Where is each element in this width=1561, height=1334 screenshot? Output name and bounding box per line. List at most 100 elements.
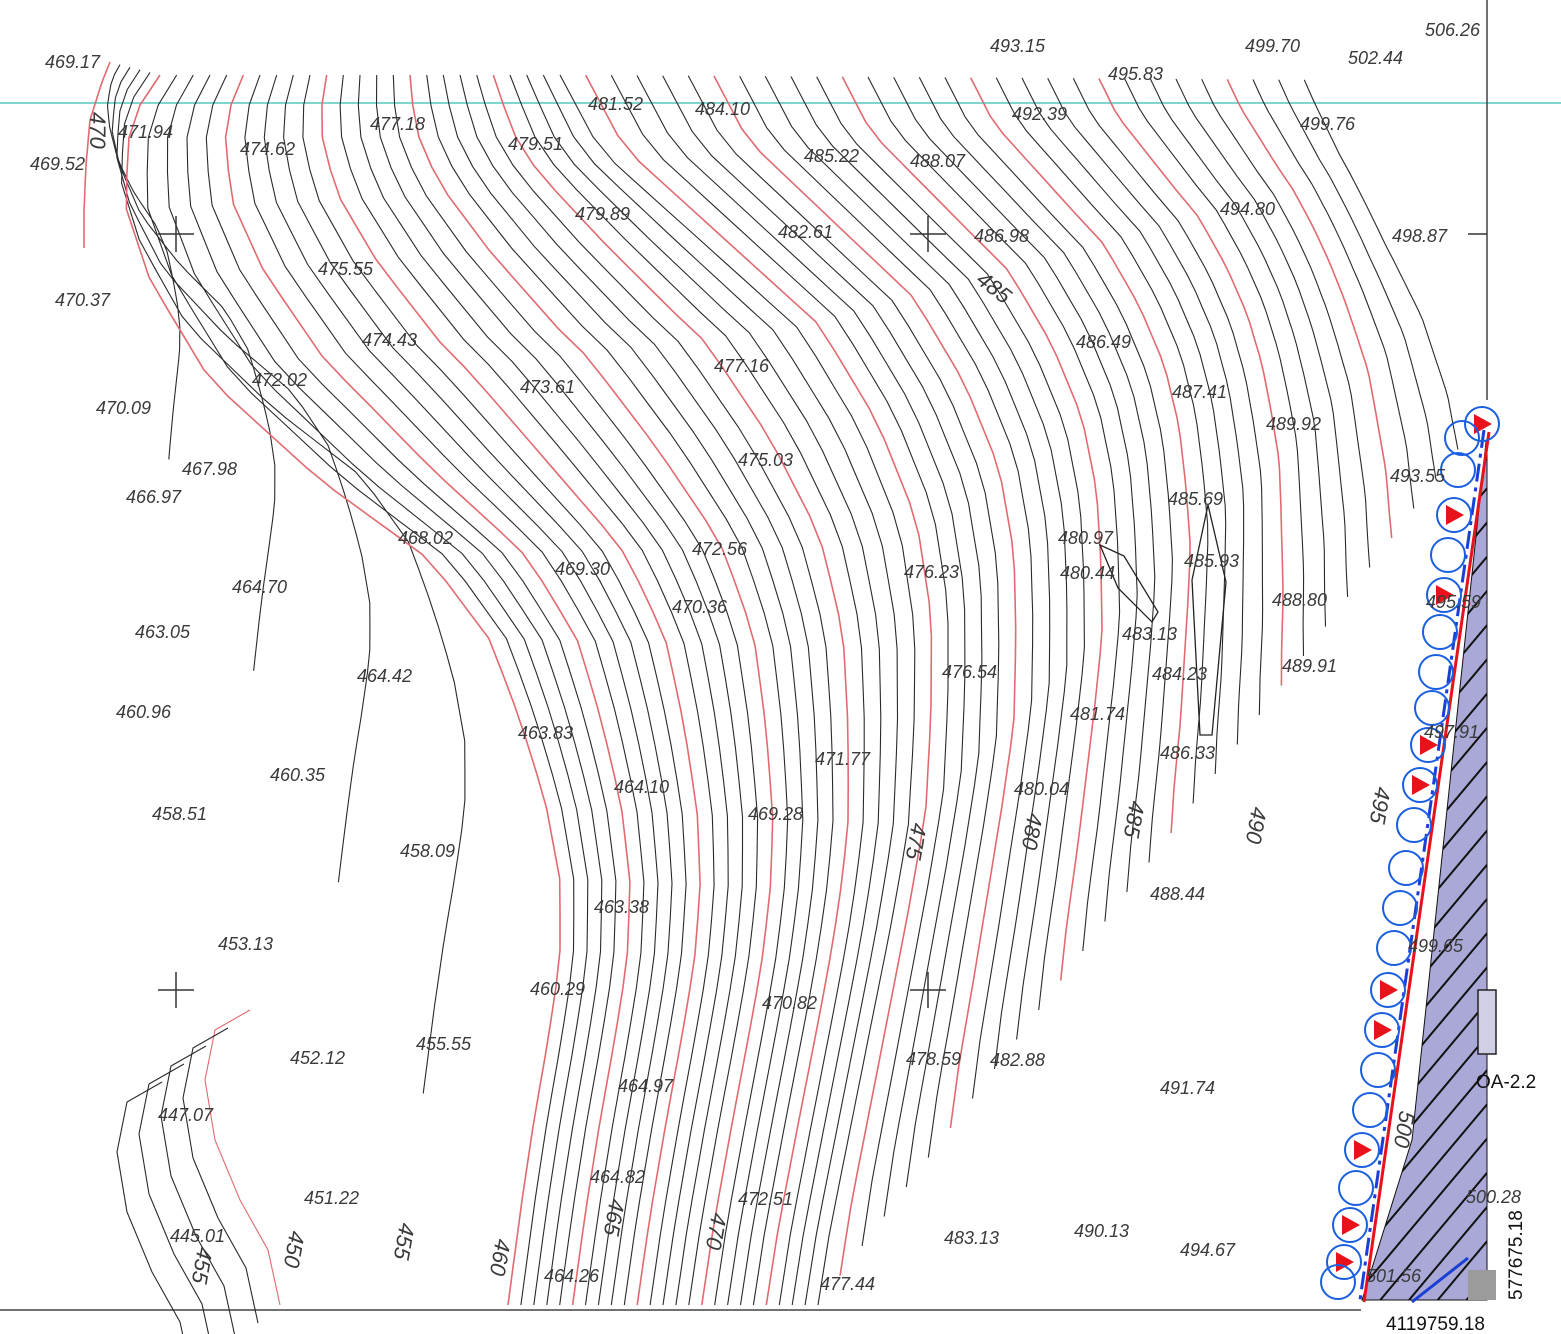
spot-height-label: 460.96: [116, 702, 172, 722]
contour-value-label: 485: [1119, 799, 1150, 840]
boundary-marker-flag: [1474, 414, 1492, 434]
contour-value-label: 485: [972, 266, 1017, 309]
contour-line: [1278, 79, 1437, 480]
contour-line: [121, 72, 466, 1094]
contour-value-label: 470: [85, 112, 110, 149]
parcel-building: [1477, 989, 1497, 1055]
spot-height-label: 506.26: [1425, 20, 1481, 40]
spot-height-label: 475.03: [738, 450, 793, 470]
spot-height-label: 464.26: [544, 1266, 600, 1286]
contour-line: [106, 64, 181, 460]
boundary-blue-corner: [1411, 1256, 1469, 1304]
contour-line: [263, 74, 659, 1306]
spot-height-label: 491.74: [1160, 1078, 1215, 1098]
spot-height-label: 470.09: [96, 398, 151, 418]
contour-line: [442, 74, 804, 1306]
contour-line: [841, 76, 1103, 981]
contour-value-label: 475: [901, 821, 932, 862]
spot-height-label: 482.61: [778, 222, 833, 242]
spot-height-label: 480.04: [1014, 779, 1069, 799]
contour-line: [182, 1027, 259, 1324]
spot-height-label: 469.28: [748, 804, 803, 824]
spot-height-label: 493.15: [990, 36, 1046, 56]
contour-line: [375, 74, 744, 1306]
spot-height-label-parcel: 495.59: [1426, 592, 1481, 612]
contour-line: [526, 74, 882, 1306]
contour-line: [321, 74, 701, 1306]
contour-line: [205, 74, 617, 1306]
spot-height-label: 472.51: [738, 1189, 793, 1209]
boundary-marker-circle: [1418, 654, 1454, 690]
spot-height-label: 476.23: [904, 562, 959, 582]
boundary-marker-circle: [1396, 807, 1432, 843]
contour-line: [1072, 78, 1264, 716]
contour-line: [1303, 79, 1459, 450]
contour-line: [492, 74, 850, 1306]
contour-value-label: 490: [1241, 805, 1272, 846]
contour-line: [459, 74, 819, 1306]
coordinate-y: 577675.18: [1506, 1210, 1527, 1300]
contour-line: [713, 75, 1017, 1129]
boundary-marker-circle: [1422, 614, 1458, 650]
contour-line: [476, 74, 834, 1306]
contour-line: [166, 74, 589, 1306]
boundary-blue: [1358, 429, 1486, 1301]
spot-height-label: 483.13: [944, 1228, 999, 1248]
contour-line: [610, 75, 949, 1247]
spot-height-label: 460.35: [270, 765, 326, 785]
spot-height-label: 458.51: [152, 804, 207, 824]
boundary-marker-circle: [1344, 1132, 1380, 1168]
contour-line: [918, 77, 1156, 893]
contour-line: [1124, 78, 1305, 657]
spot-height-label: 494.80: [1220, 199, 1275, 219]
spot-height-label-parcel: 497.91: [1424, 722, 1479, 742]
grid-crosses: [158, 216, 1487, 1008]
spot-height-label: 466.97: [126, 487, 182, 507]
spot-height-label: 464.42: [357, 666, 412, 686]
contour-line: [146, 74, 575, 1306]
spot-height-label: 486.49: [1076, 332, 1131, 352]
contour-line: [542, 74, 899, 1306]
spot-height-label-parcel: 499.65: [1408, 936, 1464, 956]
spot-height-label: 447.07: [158, 1105, 214, 1125]
spot-height-label: 484.10: [695, 99, 750, 119]
spot-height-label: 471.94: [118, 122, 173, 142]
boundary-red: [1362, 431, 1491, 1303]
contour-line: [1021, 77, 1227, 775]
coordinate-x: 4119759.18: [1386, 1314, 1485, 1334]
spot-height-label: 499.76: [1300, 114, 1356, 134]
spot-height-label: 483.13: [1122, 624, 1177, 644]
contour-line: [160, 1045, 236, 1334]
boundary-marker-circle: [1440, 452, 1476, 488]
spot-height-label: 463.83: [518, 723, 573, 743]
spot-height-label: 488.44: [1150, 884, 1205, 904]
spot-height-label: 445.01: [170, 1226, 225, 1246]
boundary-marker-flag: [1380, 980, 1398, 1000]
boundary-marker-flag: [1436, 585, 1454, 605]
contour-line: [636, 75, 966, 1217]
embankment-feature: [1098, 504, 1227, 736]
spot-height-label: 484.23: [1152, 664, 1207, 684]
contour-line: [687, 75, 1000, 1158]
spot-height-label: 474.62: [240, 139, 295, 159]
spot-height-label: 472.02: [252, 370, 307, 390]
boundary-marker-flag: [1342, 1215, 1360, 1235]
contour-line: [584, 74, 933, 1276]
boundary-marker-circle: [1332, 1207, 1368, 1243]
spot-height-label: 473.61: [520, 377, 575, 397]
contour-line: [409, 74, 774, 1306]
contour-value-label: 495: [1365, 785, 1396, 826]
spot-height-label: 464.70: [232, 577, 287, 597]
spot-height-label: 486.33: [1160, 743, 1215, 763]
spot-height-label-parcel: 500.28: [1466, 1187, 1521, 1207]
boundary-marker-circle: [1370, 972, 1406, 1008]
spot-height-label: 478.59: [906, 1049, 961, 1069]
contour-lines: [83, 61, 1459, 1334]
spot-height-label: 467.98: [182, 459, 237, 479]
contour-line: [302, 74, 687, 1306]
spot-height-label: 490.13: [1074, 1221, 1129, 1241]
contour-value-label: 500: [1389, 1109, 1420, 1150]
contour-value-label: 450: [279, 1229, 310, 1270]
contour-line: [224, 74, 631, 1306]
spot-height-label: 485.93: [1184, 551, 1239, 571]
